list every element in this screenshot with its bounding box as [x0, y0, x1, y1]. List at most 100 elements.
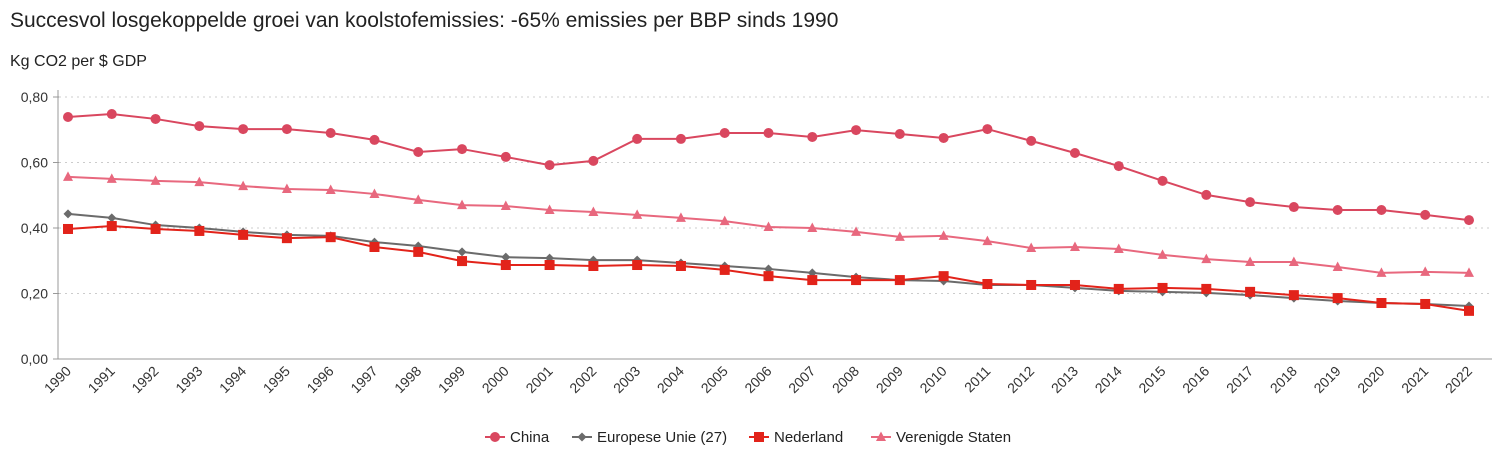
x-tick-label: 2016: [1179, 363, 1212, 396]
x-tick-label: 2006: [741, 363, 774, 396]
data-point: [1201, 189, 1212, 200]
x-tick-label: 2014: [1092, 363, 1125, 396]
data-point: [675, 260, 686, 271]
x-tick-label: 2017: [1223, 363, 1256, 396]
y-axis-label: Kg CO2 per $ GDP: [10, 53, 147, 70]
legend-item[interactable]: Europese Unie (27): [572, 429, 727, 446]
data-point: [807, 275, 818, 286]
data-point: [1332, 204, 1343, 215]
data-point: [501, 252, 511, 262]
data-point: [500, 151, 511, 162]
data-point: [1157, 175, 1168, 186]
data-point: [500, 260, 511, 271]
data-point: [1245, 197, 1256, 208]
data-point: [457, 199, 468, 210]
x-tick-label: 2015: [1135, 363, 1168, 396]
data-point: [325, 184, 336, 195]
data-point: [982, 279, 993, 290]
data-point: [1288, 290, 1299, 301]
legend-item[interactable]: Verenigde Staten: [871, 429, 1011, 446]
data-point: [1113, 243, 1124, 253]
data-point: [106, 173, 117, 183]
data-point: [63, 209, 73, 219]
data-point: [1245, 256, 1256, 267]
x-tick-label: 2008: [829, 363, 862, 396]
y-tick-label: 0,80: [21, 89, 48, 105]
data-point: [632, 133, 643, 144]
data-point: [1332, 261, 1343, 271]
data-point: [1332, 293, 1343, 304]
data-point: [894, 129, 905, 140]
data-point: [588, 155, 599, 166]
x-tick-label: 1999: [435, 363, 468, 396]
data-point: [1201, 283, 1212, 294]
data-point: [63, 223, 73, 234]
data-point: [807, 222, 818, 232]
data-point: [1464, 215, 1474, 226]
data-point: [325, 232, 336, 243]
data-point: [369, 188, 380, 198]
x-tick-label: 1998: [391, 363, 424, 396]
data-point: [763, 271, 774, 282]
data-point: [763, 221, 774, 232]
data-point: [413, 147, 424, 158]
x-tick-label: 2009: [873, 363, 906, 396]
x-tick-label: 1991: [85, 363, 118, 396]
data-point: [1376, 204, 1387, 215]
data-point: [938, 230, 949, 240]
data-point: [413, 194, 424, 204]
data-point: [1420, 209, 1431, 220]
x-tick-label: 1992: [128, 363, 161, 396]
data-point: [719, 264, 730, 275]
data-point: [1026, 279, 1037, 290]
data-point: [194, 176, 205, 187]
legend-item[interactable]: Nederland: [749, 429, 843, 446]
x-tick-label: 2005: [697, 363, 730, 396]
data-point: [1026, 242, 1037, 252]
data-point: [675, 133, 686, 144]
x-tick-label: 1995: [260, 363, 293, 396]
data-point: [544, 204, 555, 214]
data-point: [1026, 135, 1037, 146]
data-point: [719, 215, 730, 226]
data-point: [1069, 241, 1080, 251]
x-tick-label: 2001: [522, 363, 555, 396]
y-tick-label: 0,20: [21, 286, 48, 302]
data-point: [107, 213, 117, 223]
data-point: [1464, 267, 1474, 277]
data-point: [1113, 283, 1124, 294]
x-tick-label: 2021: [1398, 363, 1431, 396]
data-point: [1464, 305, 1474, 316]
data-point: [763, 128, 774, 139]
x-tick-label: 2007: [785, 363, 818, 396]
x-tick-label: 2018: [1267, 363, 1300, 396]
data-point: [150, 175, 161, 185]
data-point: [63, 171, 73, 181]
x-tick-label: 1993: [172, 363, 205, 396]
x-tick-label: 2022: [1442, 363, 1475, 396]
data-point: [938, 271, 949, 282]
data-point: [281, 183, 292, 194]
data-point: [807, 131, 818, 142]
y-tick-label: 0,40: [21, 220, 48, 236]
data-point: [238, 180, 249, 191]
data-point: [894, 231, 905, 241]
data-point: [150, 113, 161, 124]
legend-item[interactable]: China: [485, 429, 550, 446]
data-point: [1376, 267, 1387, 277]
data-point: [238, 124, 249, 135]
data-point: [1245, 286, 1256, 297]
data-point: [281, 233, 292, 244]
x-tick-label: 1996: [303, 363, 336, 396]
data-point: [369, 134, 380, 145]
data-point: [851, 275, 862, 286]
legend-square-icon: [754, 432, 764, 442]
data-point: [1420, 266, 1431, 276]
legend-label: Europese Unie (27): [597, 429, 727, 446]
x-tick-label: 2002: [566, 363, 599, 396]
legend-diamond-icon: [577, 432, 587, 442]
data-point: [238, 229, 249, 240]
x-tick-label: 2012: [1004, 363, 1037, 396]
series-nederland: [63, 221, 1474, 316]
